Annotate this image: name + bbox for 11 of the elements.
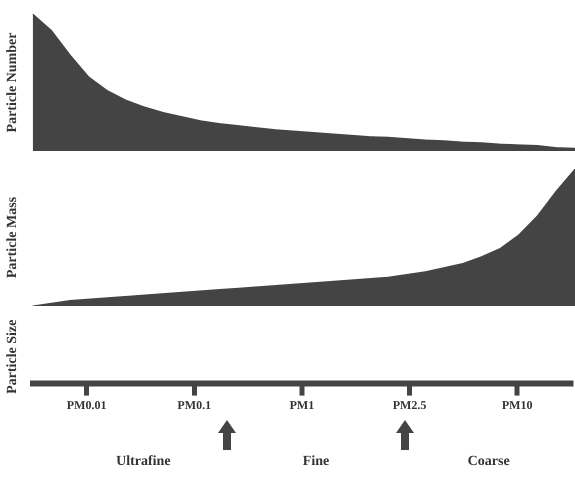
category-label: PM1 <box>290 398 314 412</box>
text: Fine <box>302 454 330 470</box>
text: Ultrafine <box>115 454 172 470</box>
y-axis-title: Particle Mass <box>5 196 20 278</box>
text: Coarse <box>466 454 511 470</box>
text: Particle Size <box>5 320 20 394</box>
category-label: PM2.5 <box>392 398 426 412</box>
category-label: PM10 <box>502 398 533 412</box>
category-label: PM0.1 <box>177 398 212 412</box>
category-label: PM0.01 <box>66 398 106 412</box>
y-axis-title: Particle Number <box>5 32 20 132</box>
